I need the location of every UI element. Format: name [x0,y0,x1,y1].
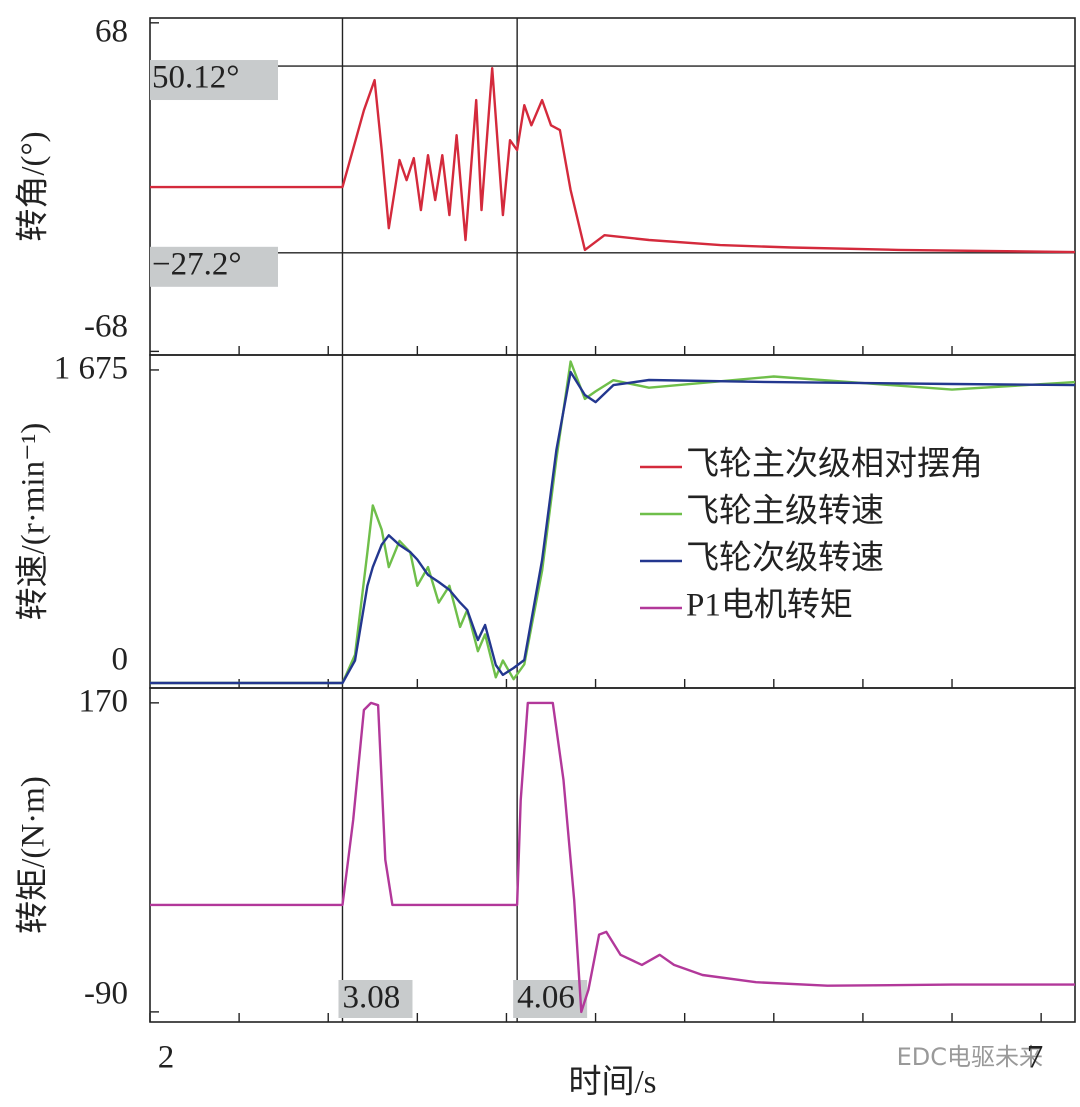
legend-label: P1电机转矩 [686,587,853,624]
panel-frame [149,687,1076,1023]
annotation: 3.08 [342,980,400,1016]
legend-label: 飞轮主级转速 [686,493,884,530]
y-tick-label: 1 675 [54,351,128,387]
y-tick-label: 170 [79,684,129,720]
x-tick-label: 7 [1027,1040,1044,1076]
annotation-box [150,60,278,101]
annotation-box [338,980,413,1018]
annotation-box [150,246,278,287]
y-axis-label: 转速/(r·min⁻¹) [15,423,52,621]
data-line [150,370,1076,685]
x-axis-label: 时间/s [568,1065,656,1101]
y-tick-label: -68 [84,309,128,345]
data-line [150,67,1076,254]
y-tick-label: 0 [112,642,129,678]
panel-frame [149,354,1076,689]
annotation: 4.06 [517,980,575,1016]
annotation-box [513,980,588,1018]
watermark: EDC电驱未来 [897,1043,1043,1071]
data-line [150,701,1075,1014]
legend-label: 飞轮主次级相对摆角 [686,446,983,483]
annotation: −27.2° [152,246,242,282]
annotation: 50.12° [152,60,239,96]
x-tick-label: 2 [158,1040,175,1076]
legend-label: 飞轮次级转速 [686,540,884,577]
y-tick-label: -90 [84,976,128,1012]
data-line [150,360,1076,685]
y-axis-label: 转角/(°) [15,131,52,241]
y-tick-label: 68 [95,14,128,50]
y-axis-label: 转矩/(N·m) [15,776,52,934]
